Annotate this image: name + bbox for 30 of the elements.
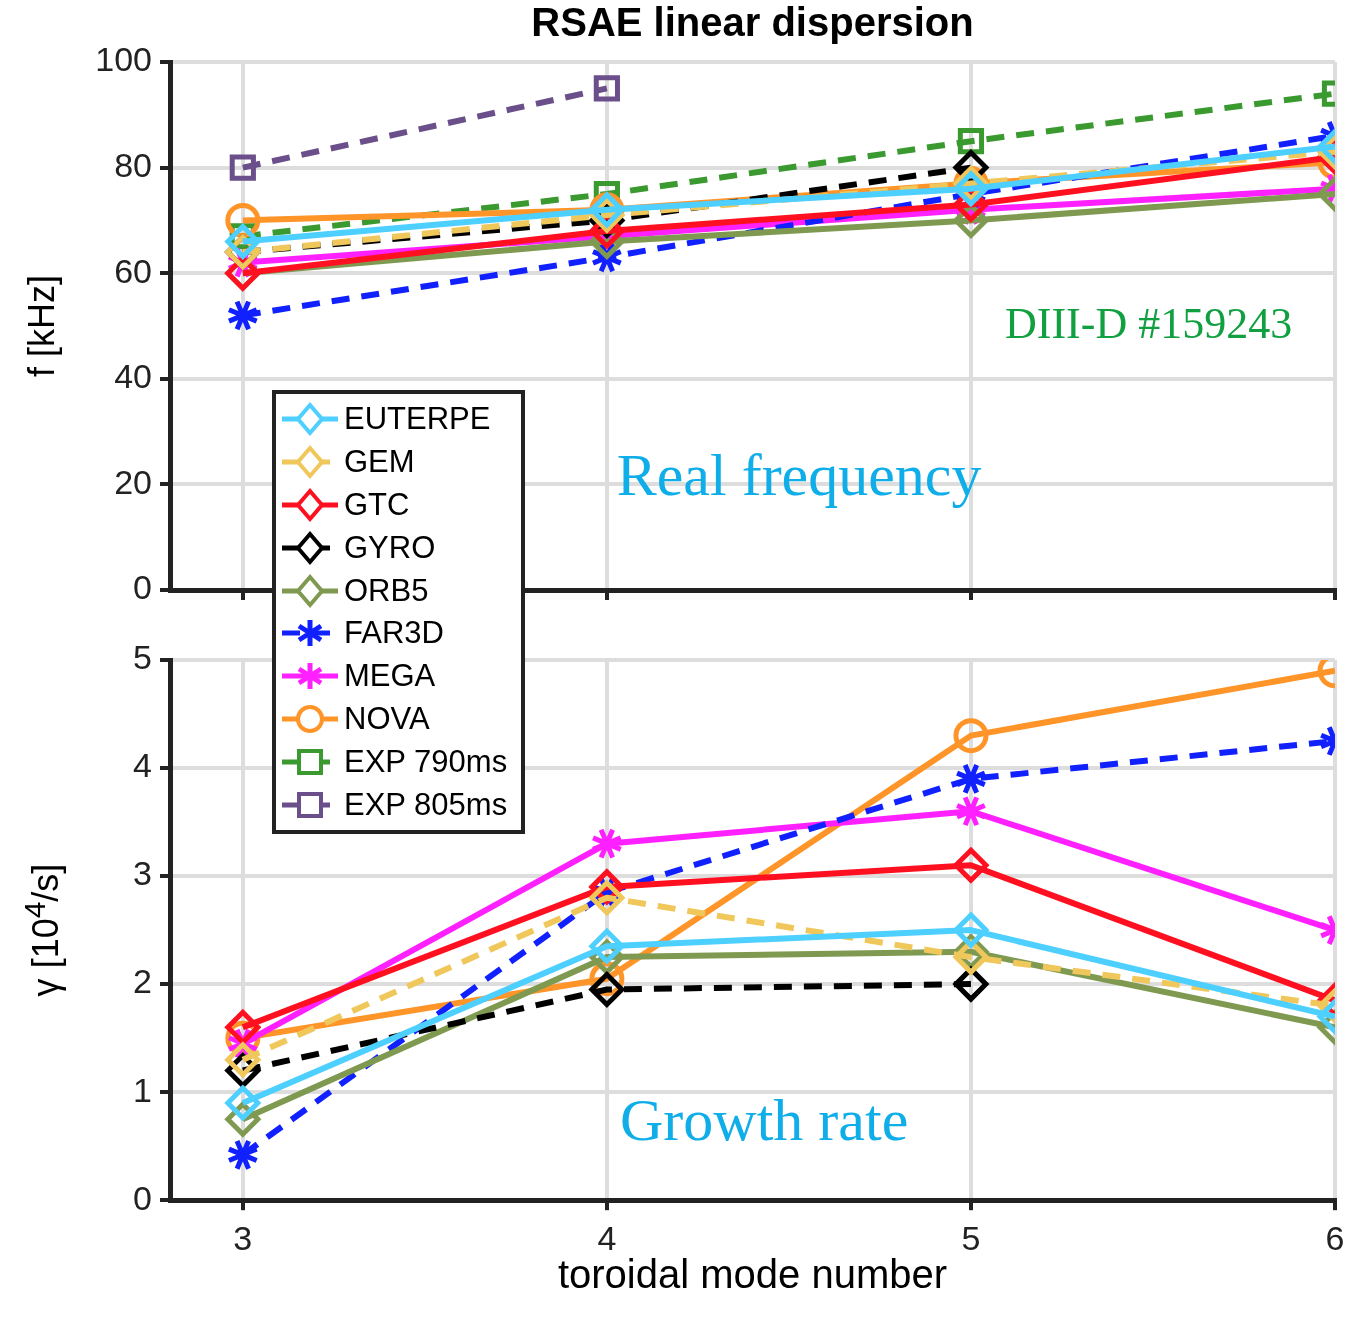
x-tick-label: 5 xyxy=(961,1218,981,1257)
legend-label: ORB5 xyxy=(344,572,429,609)
legend-label: FAR3D xyxy=(344,615,444,652)
x-tick-label: 6 xyxy=(1325,1218,1345,1257)
legend-label: EXP 805ms xyxy=(344,786,508,823)
y-axis-title: f [kHz] xyxy=(21,274,63,378)
y-tick-label: 0 xyxy=(133,1178,152,1217)
y-tick-label: 4 xyxy=(133,746,152,785)
legend-label: GTC xyxy=(344,486,410,523)
y-tick-label: 100 xyxy=(95,40,152,79)
y-tick-label: 1 xyxy=(133,1070,152,1109)
legend-label: GYRO xyxy=(344,529,436,566)
y-tick-label: 3 xyxy=(133,854,152,893)
x-tick-label: 3 xyxy=(233,1218,253,1257)
annotation: Real frequency xyxy=(616,441,982,508)
chart-title: RSAE linear dispersion xyxy=(530,0,975,45)
y-tick-label: 80 xyxy=(114,145,152,184)
legend-label: EUTERPE xyxy=(344,401,491,438)
annotation: Growth rate xyxy=(620,1087,909,1154)
legend-label: EXP 790ms xyxy=(344,743,508,780)
legend-label: NOVA xyxy=(344,700,430,737)
y-tick-label: 0 xyxy=(133,568,152,607)
y-tick-label: 40 xyxy=(114,357,152,396)
legend-label: MEGA xyxy=(344,658,436,695)
y-tick-label: 2 xyxy=(133,962,152,1001)
y-tick-label: 5 xyxy=(133,638,152,677)
legend-label: GEM xyxy=(344,444,415,481)
y-tick-label: 60 xyxy=(114,251,152,290)
annotation: DIII-D #159243 xyxy=(1005,298,1293,348)
y-tick-label: 20 xyxy=(114,462,152,501)
